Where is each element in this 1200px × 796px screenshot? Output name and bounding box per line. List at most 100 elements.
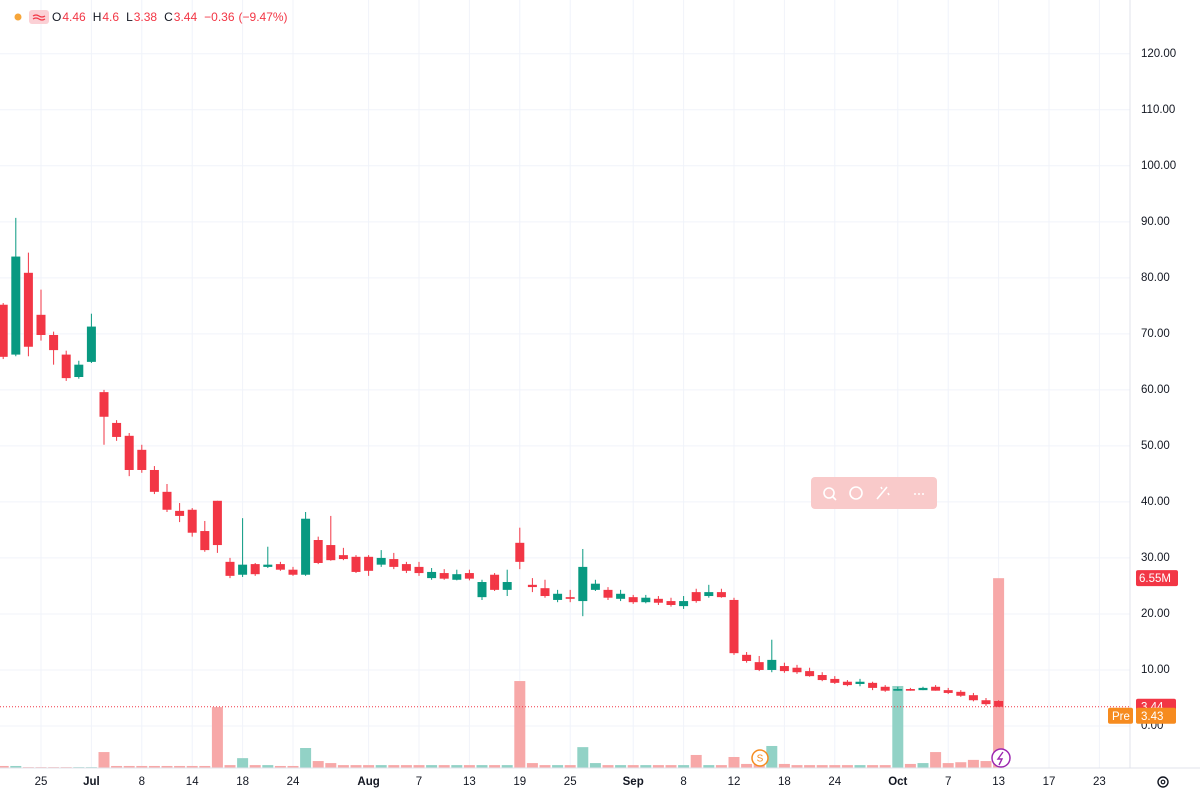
candle-body bbox=[968, 695, 978, 701]
volume-label: 6.55M bbox=[1139, 573, 1171, 585]
low-key: L bbox=[126, 10, 133, 24]
y-tick-label: 110.00 bbox=[1141, 104, 1175, 116]
candle-body bbox=[338, 555, 348, 560]
volume-bar bbox=[615, 765, 627, 768]
y-tick-label: 60.00 bbox=[1141, 384, 1170, 396]
candle-body bbox=[452, 574, 462, 580]
earnings-event[interactable] bbox=[991, 748, 1011, 768]
y-tick-label: 30.00 bbox=[1141, 552, 1170, 564]
magic-icon[interactable] bbox=[876, 486, 890, 500]
volume-bar bbox=[136, 765, 148, 768]
volume-bar bbox=[274, 765, 286, 768]
x-tick-label: 17 bbox=[1043, 776, 1056, 788]
premarket-price: 3.43 bbox=[1141, 711, 1163, 723]
volume-bar bbox=[867, 765, 879, 768]
candle-body bbox=[36, 314, 46, 335]
status-badge bbox=[29, 10, 49, 24]
volume-bar bbox=[904, 763, 916, 768]
volume-bar bbox=[678, 765, 690, 768]
volume-bar bbox=[375, 765, 387, 768]
x-tick-label: Oct bbox=[888, 776, 907, 788]
y-tick-label: 40.00 bbox=[1141, 496, 1170, 508]
candle-body bbox=[616, 593, 626, 599]
candle-body bbox=[187, 509, 197, 533]
volume-bar bbox=[312, 761, 324, 768]
high-value: 4.6 bbox=[102, 10, 120, 24]
settings-icon[interactable] bbox=[1157, 776, 1169, 788]
y-tick-label: 50.00 bbox=[1141, 440, 1170, 452]
x-tick-label: 18 bbox=[778, 776, 791, 788]
candle-body bbox=[427, 571, 437, 579]
candle-body bbox=[49, 334, 59, 351]
x-tick-label: 25 bbox=[564, 776, 577, 788]
candle-body bbox=[641, 597, 651, 603]
volume-bar bbox=[993, 578, 1005, 768]
volume-bar bbox=[766, 745, 778, 768]
volume-bar bbox=[539, 765, 551, 768]
earnings-event-icon bbox=[996, 751, 1004, 766]
candle-body bbox=[11, 256, 21, 355]
volume-bar bbox=[665, 765, 677, 768]
candle-body bbox=[149, 469, 159, 492]
candle-body bbox=[880, 686, 890, 691]
volume-bar bbox=[237, 758, 249, 768]
candle-body bbox=[464, 573, 474, 579]
candle-body bbox=[99, 392, 109, 417]
change-percent: (−9.47%) bbox=[238, 10, 288, 24]
floating-toolbar[interactable] bbox=[811, 477, 937, 509]
x-tick-label: 24 bbox=[828, 776, 841, 788]
candle-body bbox=[540, 588, 550, 597]
candle-body bbox=[301, 518, 311, 575]
y-tick-label: 10.00 bbox=[1141, 664, 1170, 676]
volume-bar bbox=[627, 765, 639, 768]
split-event-circle bbox=[751, 749, 769, 767]
x-tick-label: 24 bbox=[287, 776, 300, 788]
legend-icons[interactable] bbox=[10, 9, 52, 25]
more-icon[interactable] bbox=[914, 493, 924, 495]
chat-icon[interactable] bbox=[849, 486, 863, 500]
candle-body bbox=[742, 654, 752, 662]
volume-bar bbox=[400, 765, 412, 768]
volume-bar bbox=[552, 765, 564, 768]
split-event[interactable]: S bbox=[751, 749, 769, 767]
volume-bar bbox=[577, 747, 589, 768]
candle-body bbox=[691, 592, 701, 602]
candle-body bbox=[956, 691, 966, 696]
candle-body bbox=[994, 701, 1004, 707]
volume-bar bbox=[589, 763, 601, 768]
volume-bar bbox=[463, 765, 475, 768]
candle-body bbox=[805, 671, 815, 677]
candle-body bbox=[729, 599, 739, 654]
volume-bar bbox=[98, 752, 110, 768]
volume-bar bbox=[287, 765, 299, 768]
volume-bar bbox=[892, 685, 904, 768]
candle-body bbox=[61, 354, 71, 379]
candle-body bbox=[527, 584, 537, 588]
volume-bar bbox=[816, 765, 828, 768]
x-tick-label: 8 bbox=[139, 776, 145, 788]
candle-body bbox=[414, 566, 424, 574]
candle-body bbox=[704, 592, 714, 597]
x-tick-label: 23 bbox=[1093, 776, 1106, 788]
candle-body bbox=[490, 574, 500, 590]
candle-body bbox=[23, 272, 33, 347]
search-icon-handle bbox=[832, 496, 837, 501]
volume-bar bbox=[854, 765, 866, 768]
open-value: 4.46 bbox=[62, 10, 86, 24]
volume-bar bbox=[111, 765, 123, 768]
gear-hub bbox=[1160, 779, 1166, 785]
candle-body bbox=[326, 545, 336, 561]
volume-bar bbox=[728, 756, 740, 768]
candle-body bbox=[175, 510, 185, 516]
volume-bar bbox=[489, 765, 501, 768]
gear-ring bbox=[1157, 776, 1169, 788]
volume-bar bbox=[249, 765, 261, 768]
volume-bar bbox=[980, 761, 992, 768]
candle-body bbox=[112, 422, 122, 437]
candle-body bbox=[842, 681, 852, 686]
candle-body bbox=[263, 564, 273, 567]
candle-body bbox=[603, 589, 613, 598]
candle-body bbox=[212, 500, 222, 546]
premarket-badge bbox=[1136, 707, 1176, 724]
search-icon[interactable] bbox=[823, 487, 835, 499]
